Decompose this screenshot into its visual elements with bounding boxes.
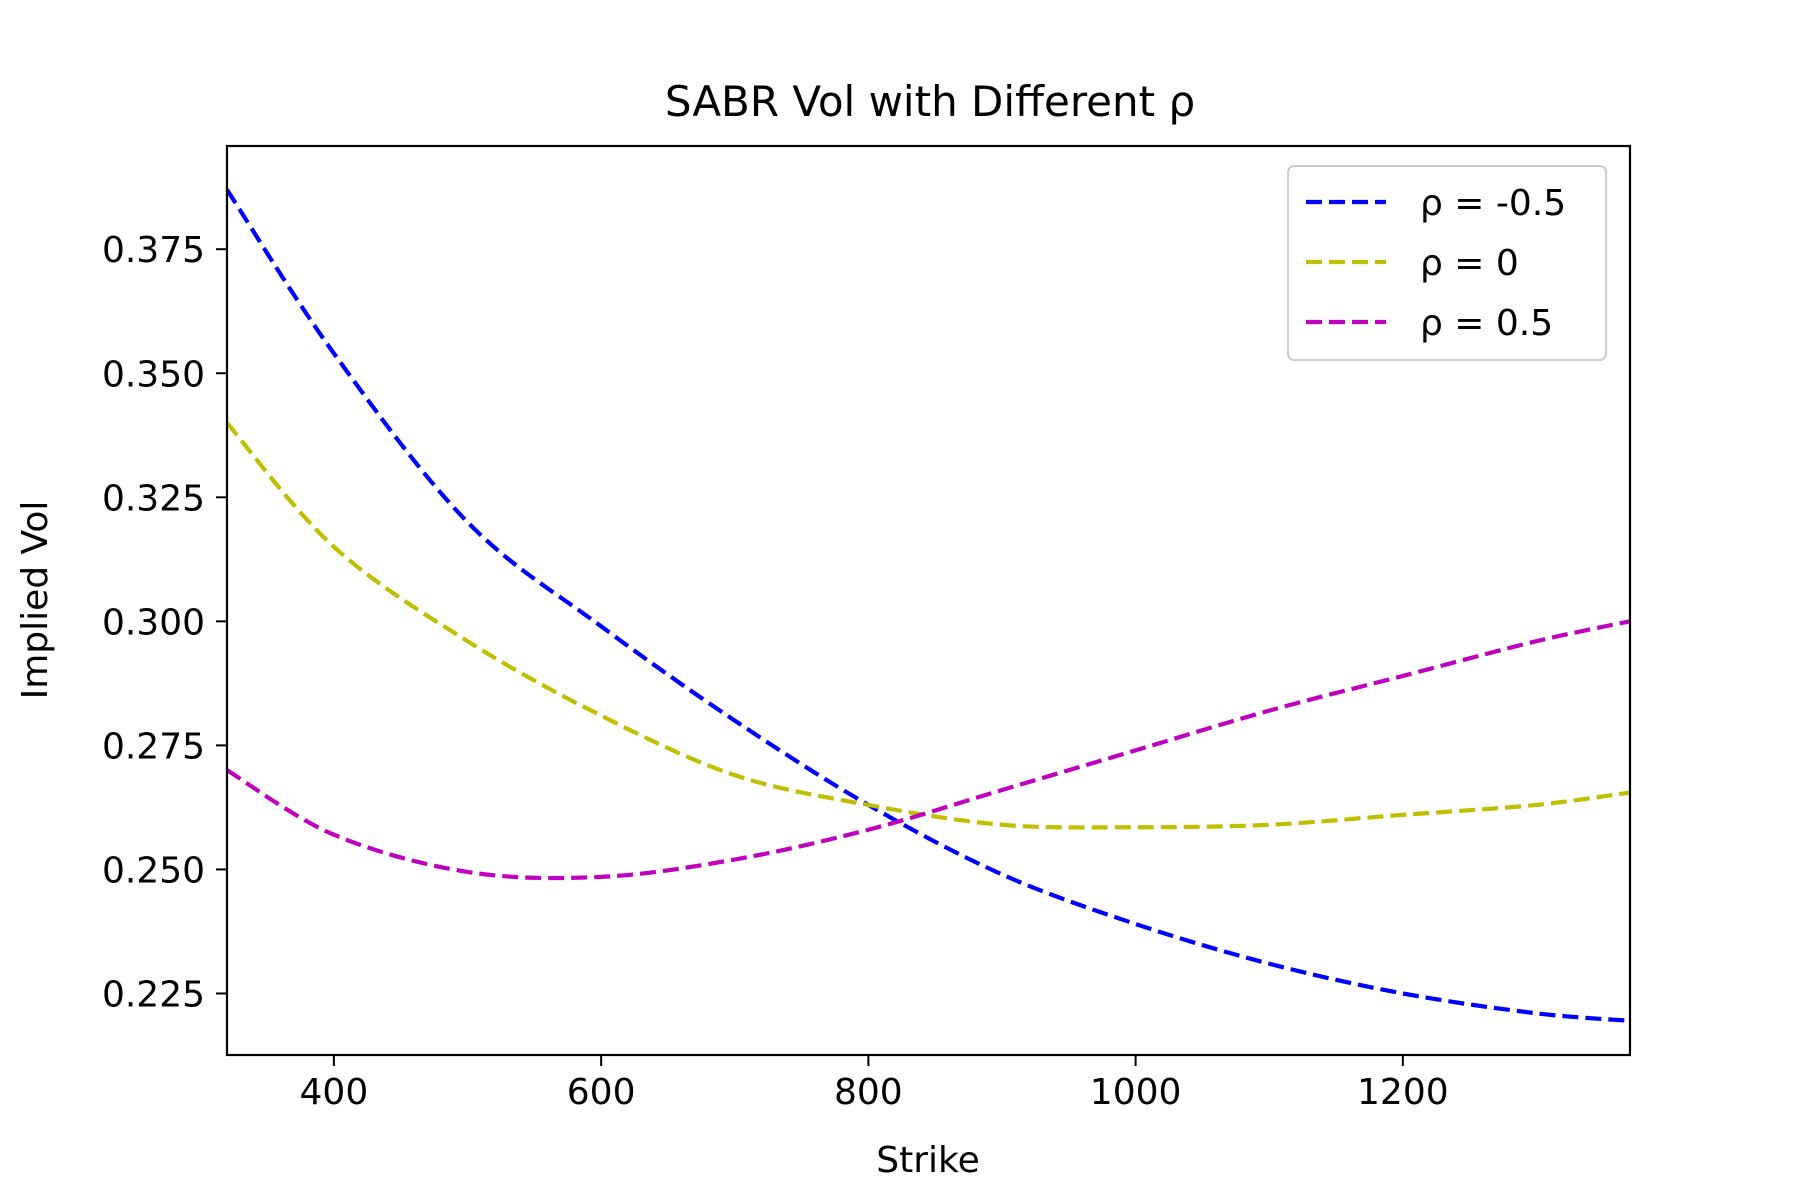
y-axis-label: Implied Vol [15, 501, 56, 700]
x-tick-label: 1000 [1090, 1072, 1182, 1113]
legend: ρ = -0.5 ρ = 0 ρ = 0.5 [1287, 165, 1607, 361]
y-tick-label: 0.375 [102, 230, 205, 271]
x-tick-label: 400 [300, 1072, 369, 1113]
plot-area [225, 144, 1632, 1057]
series-layer [225, 188, 1631, 1023]
series-line-2 [225, 421, 1631, 830]
y-tick-label: 0.350 [102, 354, 205, 395]
series-line-3 [225, 619, 1631, 881]
axes-frame [225, 144, 1632, 1057]
x-axis-label: Strike [876, 1140, 979, 1181]
chart-title: SABR Vol with Different ρ [665, 77, 1195, 126]
y-tick-label: 0.250 [102, 850, 205, 891]
x-axis-ticks: 400 600 800 1000 1200 [300, 1055, 1449, 1113]
y-tick-label: 0.225 [102, 974, 205, 1015]
legend-frame [1287, 165, 1607, 361]
legend-label-3: ρ = 0.5 [1420, 303, 1553, 344]
y-tick-label: 0.275 [102, 726, 205, 767]
legend-label-2: ρ = 0 [1420, 243, 1519, 284]
x-tick-label: 1200 [1357, 1072, 1449, 1113]
y-axis-ticks: 0.225 0.250 0.275 0.300 0.325 0.350 0.375 [102, 230, 227, 1015]
x-tick-label: 800 [834, 1072, 903, 1113]
legend-label-1: ρ = -0.5 [1420, 183, 1566, 224]
y-tick-label: 0.300 [102, 602, 205, 643]
x-tick-label: 600 [567, 1072, 636, 1113]
y-tick-label: 0.325 [102, 478, 205, 519]
